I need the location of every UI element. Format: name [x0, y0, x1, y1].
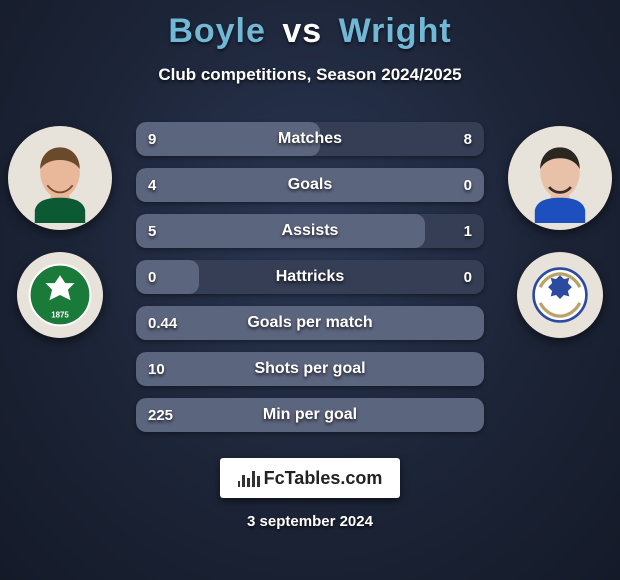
bar-chart-icon — [238, 469, 260, 487]
right-column — [508, 126, 612, 338]
stjohnstone-crest-icon — [527, 262, 593, 328]
player2-club-crest — [517, 252, 603, 338]
player2-portrait-icon — [515, 133, 605, 223]
comparison-card: Boyle vs Wright Club competitions, Seaso… — [0, 0, 620, 580]
svg-text:1875: 1875 — [51, 310, 69, 319]
title-player1: Boyle — [168, 12, 266, 50]
stat-row: 9Matches8 — [136, 122, 484, 156]
stat-row: 0.44Goals per match — [136, 306, 484, 340]
stat-bar-fill — [136, 260, 199, 294]
stat-row: 0Hattricks0 — [136, 260, 484, 294]
title-player2: Wright — [339, 12, 452, 50]
subtitle: Club competitions, Season 2024/2025 — [0, 65, 620, 85]
page-title: Boyle vs Wright — [0, 12, 620, 51]
player2-avatar — [508, 126, 612, 230]
stat-row: 5Assists1 — [136, 214, 484, 248]
stat-row: 4Goals0 — [136, 168, 484, 202]
player1-club-crest: 1875 — [17, 252, 103, 338]
fctables-logo: FcTables.com — [220, 458, 400, 498]
stat-bar-fill — [136, 214, 425, 248]
stat-bar-fill — [136, 168, 484, 202]
stat-bar-fill — [136, 398, 484, 432]
stat-bar-fill — [136, 306, 484, 340]
stat-row: 10Shots per goal — [136, 352, 484, 386]
player1-avatar — [8, 126, 112, 230]
stat-row: 225Min per goal — [136, 398, 484, 432]
stat-bar-fill — [136, 122, 320, 156]
date-text: 3 september 2024 — [0, 513, 620, 530]
fctables-text: FcTables.com — [264, 468, 383, 489]
stat-bar-fill — [136, 352, 484, 386]
player1-portrait-icon — [15, 133, 105, 223]
hibernian-crest-icon: 1875 — [27, 262, 93, 328]
title-vs: vs — [282, 12, 322, 50]
stats-list: 9Matches8 4Goals0 5Assists1 0Hattricks0 0.44… — [136, 122, 484, 432]
left-column: 1875 — [8, 126, 112, 338]
